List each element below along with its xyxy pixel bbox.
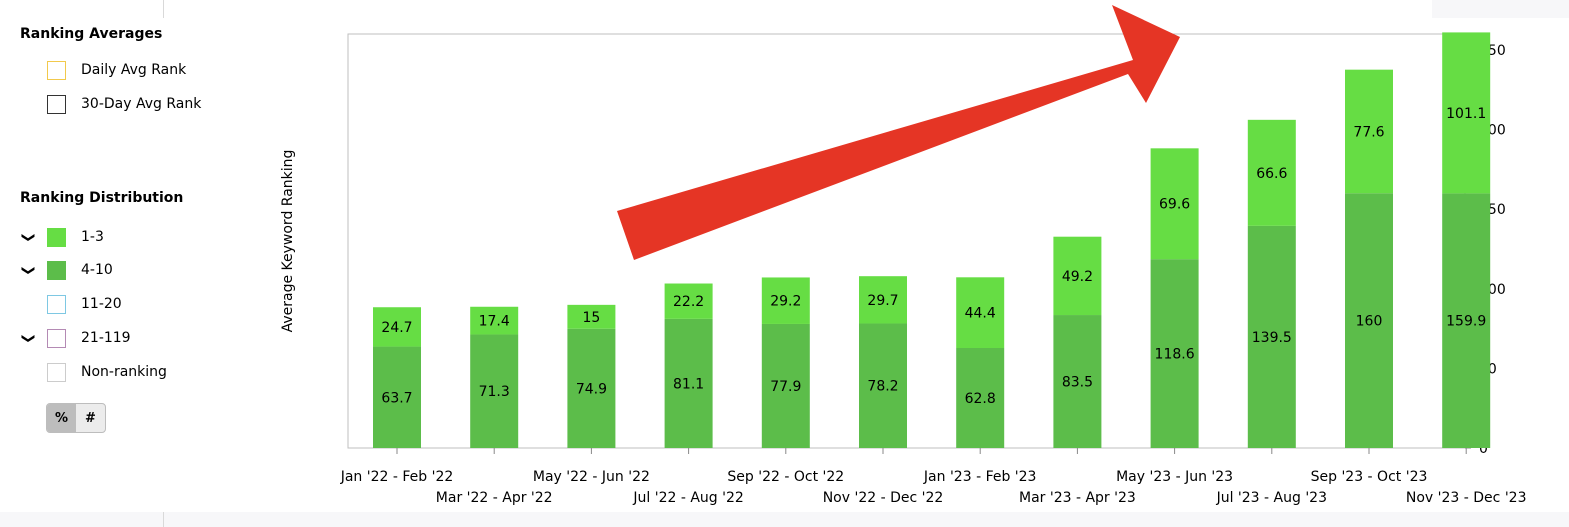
data-label: 118.6 — [1155, 347, 1195, 363]
ranking-distribution-title: Ranking Distribution — [20, 190, 184, 206]
bar-1-3 — [470, 306, 519, 335]
data-label: 83.5 — [1062, 375, 1093, 391]
bar-4-10 — [1345, 193, 1393, 448]
bar-1-3 — [859, 276, 907, 324]
data-label: 24.7 — [381, 320, 412, 336]
ranking-averages-title: Ranking Averages — [20, 26, 163, 42]
panel-divider-top — [163, 0, 164, 18]
data-label: 17.4 — [479, 314, 510, 330]
y-axis-label: Average Keyword Ranking — [280, 150, 296, 333]
data-label: 15 — [582, 310, 600, 326]
bar-1-3 — [1053, 236, 1102, 316]
data-label: 69.6 — [1159, 197, 1190, 213]
legend-1-3[interactable]: ❯ 1-3 — [20, 226, 104, 248]
bar-4-10 — [373, 346, 421, 448]
x-tick-label: Jul '22 - Aug '22 — [632, 490, 743, 506]
data-label: 101.1 — [1446, 106, 1486, 122]
legend-label: Non-ranking — [81, 364, 167, 380]
legend-11-20[interactable]: 11-20 — [20, 293, 122, 315]
data-label: 29.7 — [867, 293, 898, 309]
swatch-non-ranking — [47, 362, 66, 382]
x-tick-label: May '23 - Jun '23 — [1116, 469, 1233, 485]
legend-non-ranking[interactable]: Non-ranking — [20, 361, 167, 383]
data-label: 66.6 — [1256, 166, 1287, 182]
bar-1-3 — [1247, 119, 1296, 226]
bar-4-10 — [1442, 193, 1491, 448]
data-label: 63.7 — [381, 390, 412, 406]
data-label: 160 — [1356, 314, 1383, 330]
percent-count-toggle[interactable]: % # — [46, 403, 106, 433]
data-label: 71.3 — [479, 384, 510, 400]
x-tick-label: Jul '23 - Aug '23 — [1216, 490, 1327, 506]
data-label: 29.2 — [770, 294, 801, 310]
swatch-1-3 — [47, 227, 66, 247]
legend-label: 4-10 — [81, 262, 113, 278]
data-label: 22.2 — [673, 294, 704, 310]
legend-daily-avg-rank[interactable]: Daily Avg Rank — [20, 59, 186, 81]
legend-label: 30-Day Avg Rank — [81, 96, 202, 112]
bottom-band — [0, 512, 1569, 527]
bar-1-3 — [664, 283, 713, 319]
x-tick-label: May '22 - Jun '22 — [533, 469, 650, 485]
data-label: 44.4 — [965, 306, 996, 322]
bar-4-10 — [956, 348, 1005, 448]
swatch-11-20 — [47, 294, 66, 314]
x-tick-label: Nov '23 - Dec '23 — [1406, 490, 1527, 506]
legend-label: Daily Avg Rank — [81, 62, 187, 78]
thirty-day-avg-swatch — [47, 94, 66, 114]
x-tick-label: Nov '22 - Dec '22 — [823, 490, 944, 506]
legend-4-10[interactable]: ❯ 4-10 — [20, 259, 113, 281]
count-toggle-button[interactable]: # — [85, 410, 96, 426]
percent-toggle-button[interactable]: % — [47, 404, 76, 432]
bar-4-10 — [1150, 259, 1199, 448]
data-label: 81.1 — [673, 376, 704, 392]
legend-label: 21-119 — [81, 330, 131, 346]
data-label: 62.8 — [965, 391, 996, 407]
bar-1-3 — [373, 307, 421, 347]
bar-1-3 — [1442, 32, 1491, 194]
legend-21-119[interactable]: ❯ 21-119 — [20, 327, 131, 349]
data-label: 159.9 — [1446, 314, 1486, 330]
bar-1-3 — [761, 277, 810, 324]
bar-1-3 — [1345, 69, 1393, 194]
daily-avg-swatch — [47, 60, 66, 80]
x-tick-label: Mar '23 - Apr '23 — [1019, 490, 1136, 506]
x-tick-label: Jan '22 - Feb '22 — [340, 469, 454, 485]
data-label: 139.5 — [1252, 330, 1292, 346]
swatch-4-10 — [47, 260, 66, 280]
legend-label: 1-3 — [81, 229, 104, 245]
bar-1-3 — [1150, 148, 1199, 260]
x-tick-label: Sep '22 - Oct '22 — [727, 469, 844, 485]
legend-label: 11-20 — [81, 296, 122, 312]
panel-divider-bottom — [163, 512, 164, 527]
bar-4-10 — [859, 323, 907, 448]
bar-1-3 — [567, 304, 616, 329]
data-label: 78.2 — [867, 379, 898, 395]
bar-4-10 — [567, 328, 616, 448]
top-right-band — [1432, 0, 1569, 18]
trend-arrow — [617, 5, 1180, 260]
bar-4-10 — [1247, 225, 1296, 448]
y-tick-label: 0 — [1479, 441, 1488, 457]
data-label: 77.6 — [1353, 124, 1384, 140]
swatch-21-119 — [47, 328, 66, 348]
data-label: 49.2 — [1062, 269, 1093, 285]
x-tick-label: Jan '23 - Feb '23 — [923, 469, 1037, 485]
data-label: 74.9 — [576, 381, 607, 397]
legend-30-day-avg-rank[interactable]: 30-Day Avg Rank — [20, 93, 201, 115]
bar-4-10 — [761, 323, 810, 448]
bar-1-3 — [956, 277, 1005, 349]
bar-4-10 — [470, 334, 519, 448]
bar-4-10 — [1053, 315, 1102, 448]
x-tick-label: Mar '22 - Apr '22 — [436, 490, 553, 506]
data-label: 77.9 — [770, 379, 801, 395]
bar-4-10 — [664, 318, 713, 448]
x-tick-label: Sep '23 - Oct '23 — [1311, 469, 1428, 485]
